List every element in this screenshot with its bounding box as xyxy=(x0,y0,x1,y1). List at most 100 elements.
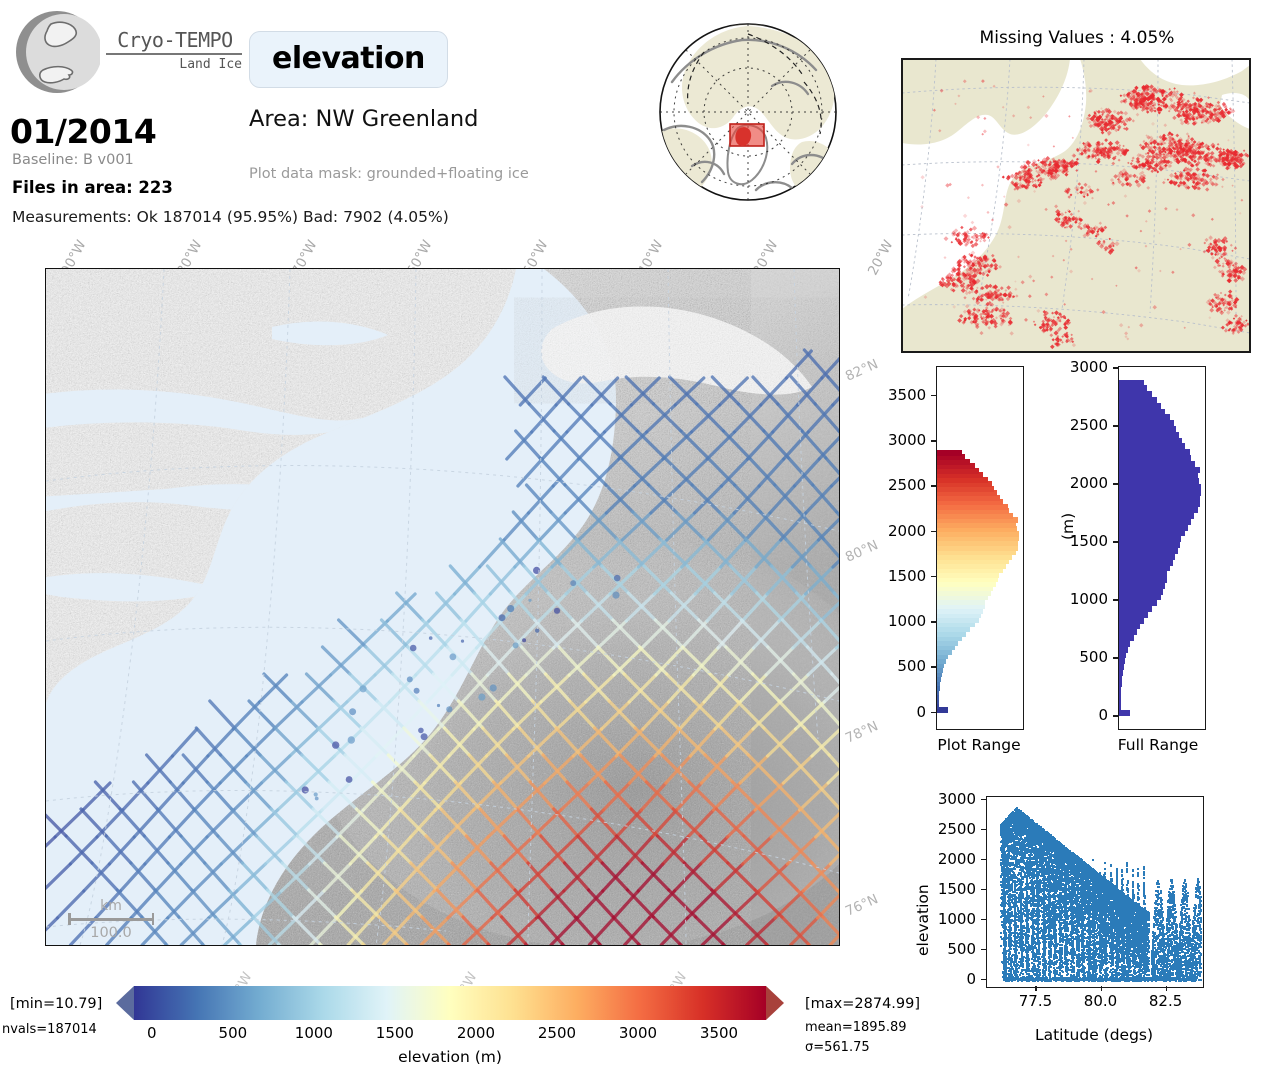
full-range-y-axis-label: (m) xyxy=(1059,513,1077,540)
scatter-axes xyxy=(986,796,1204,988)
axis-tick-mark xyxy=(1113,367,1118,368)
globe-ice-icon xyxy=(14,8,100,96)
axis-tick-label: 500 xyxy=(1058,648,1108,666)
axis-tick-mark xyxy=(1113,541,1118,542)
histogram-bar xyxy=(937,707,948,713)
axis-tick-label: 500 xyxy=(888,657,926,675)
histogram-bar xyxy=(1119,583,1165,589)
histogram-bar xyxy=(1119,635,1134,641)
parameter-badge[interactable]: elevation xyxy=(249,31,448,88)
histogram-bar xyxy=(1119,391,1152,397)
axis-tick-label: 2000 xyxy=(888,522,926,540)
histogram-bar xyxy=(1119,438,1182,444)
histogram-bar xyxy=(1119,560,1173,566)
logo-wordmark: Cryo-TEMPO Land Ice xyxy=(106,30,244,72)
histogram-bar xyxy=(1119,449,1190,455)
brand-logo: Cryo-TEMPO Land Ice xyxy=(14,8,244,100)
missing-values-title: Missing Values : 4.05% xyxy=(897,28,1257,48)
axis-tick-mark xyxy=(931,666,936,667)
histogram-bar xyxy=(1119,670,1123,676)
histogram-bar xyxy=(1119,594,1161,600)
plot-data-mask-label: Plot data mask: grounded+floating ice xyxy=(249,166,529,182)
axis-tick-mark xyxy=(1113,657,1118,658)
full-range-axes xyxy=(1118,366,1206,730)
full-range-caption: Full Range xyxy=(1058,736,1258,754)
logo-name: Cryo-TEMPO xyxy=(106,30,244,50)
axis-tick-mark xyxy=(1113,425,1118,426)
axis-tick-label: 1500 xyxy=(888,567,926,585)
axis-tick-label: 3000 xyxy=(1058,358,1108,376)
measurements-label: Measurements: Ok 187014 (95.95%) Bad: 79… xyxy=(12,208,449,226)
histogram-bar xyxy=(1119,501,1200,507)
histogram-bar xyxy=(1119,699,1121,705)
elevation-vs-latitude-scatter: 050010001500200025003000 77.580.082.5 el… xyxy=(900,788,1260,1056)
histogram-bar xyxy=(1119,472,1198,478)
histogram-bar xyxy=(1119,652,1126,658)
axis-tick-mark xyxy=(931,576,936,577)
axis-tick-mark xyxy=(1113,599,1118,600)
axis-tick-label: 1000 xyxy=(1058,590,1108,608)
axis-tick-mark xyxy=(931,531,936,532)
axis-tick-label: 0 xyxy=(888,703,926,721)
axis-tick-label: 2500 xyxy=(888,476,926,494)
histogram-bar xyxy=(1119,414,1170,420)
histogram-bar xyxy=(1119,467,1200,473)
axis-tick-label: 3500 xyxy=(888,386,926,404)
histogram-bar xyxy=(1119,461,1195,467)
histogram-bar xyxy=(1119,443,1185,449)
histogram-bar xyxy=(1119,397,1157,403)
histogram-bar xyxy=(1119,548,1178,554)
missing-values-map xyxy=(901,58,1251,353)
plot-range-histogram: 0500100015002000250030003500 Plot Range xyxy=(888,360,1058,770)
histogram-bar xyxy=(1119,426,1176,432)
histogram-bar xyxy=(937,450,962,456)
histogram-bar xyxy=(1119,380,1144,386)
histogram-bar xyxy=(1119,507,1198,513)
date-heading: 01/2014 xyxy=(10,112,156,151)
histogram-bar xyxy=(1119,693,1121,699)
histogram-bar xyxy=(1119,420,1174,426)
histogram-bar xyxy=(1119,530,1185,536)
axis-tick-label: 2000 xyxy=(1058,474,1108,492)
histogram-bar xyxy=(1119,513,1194,519)
missing-values-panel: Missing Values : 4.05% xyxy=(897,28,1257,358)
logo-divider xyxy=(106,53,242,55)
histogram-bar xyxy=(1119,542,1180,548)
histogram-bar xyxy=(1119,409,1165,415)
histogram-bar xyxy=(1119,629,1137,635)
histogram-bar xyxy=(1119,536,1181,542)
axis-tick-mark xyxy=(931,485,936,486)
histogram-bar xyxy=(1119,618,1144,624)
histogram-bar xyxy=(1119,687,1121,693)
histogram-bar xyxy=(1119,385,1147,391)
histogram-bar xyxy=(1119,577,1167,583)
histogram-bar xyxy=(1119,478,1199,484)
files-in-area-label: Files in area: 223 xyxy=(12,178,173,197)
axis-tick-mark xyxy=(1113,715,1118,716)
histogram-bar xyxy=(1119,455,1191,461)
histogram-bar xyxy=(1119,664,1124,670)
axis-tick-mark xyxy=(931,395,936,396)
scatter-point xyxy=(1000,945,1002,947)
histogram-bar xyxy=(1119,496,1200,502)
logo-subtitle: Land Ice xyxy=(106,57,244,72)
histogram-bar xyxy=(1119,612,1148,618)
histogram-bar xyxy=(1119,705,1121,711)
histogram-bar xyxy=(1119,519,1191,525)
histogram-bar xyxy=(1119,490,1201,496)
axis-tick-label: 2500 xyxy=(1058,416,1108,434)
histogram-bar xyxy=(1119,554,1175,560)
axis-tick-mark xyxy=(931,440,936,441)
plot-range-caption: Plot Range xyxy=(888,736,1070,754)
full-range-histogram: 050010001500200025003000 Full Range xyxy=(1058,360,1258,770)
histogram-bar xyxy=(1119,484,1201,490)
histogram-bar xyxy=(1119,589,1163,595)
histogram-bar xyxy=(1119,403,1161,409)
histogram-bar xyxy=(1119,606,1152,612)
area-label: Area: NW Greenland xyxy=(249,106,478,132)
histogram-bar xyxy=(1119,432,1179,438)
histogram-bar xyxy=(1119,623,1140,629)
histogram-bar xyxy=(1119,676,1122,682)
histogram-bar xyxy=(1119,525,1188,531)
axis-tick-label: 3000 xyxy=(888,431,926,449)
